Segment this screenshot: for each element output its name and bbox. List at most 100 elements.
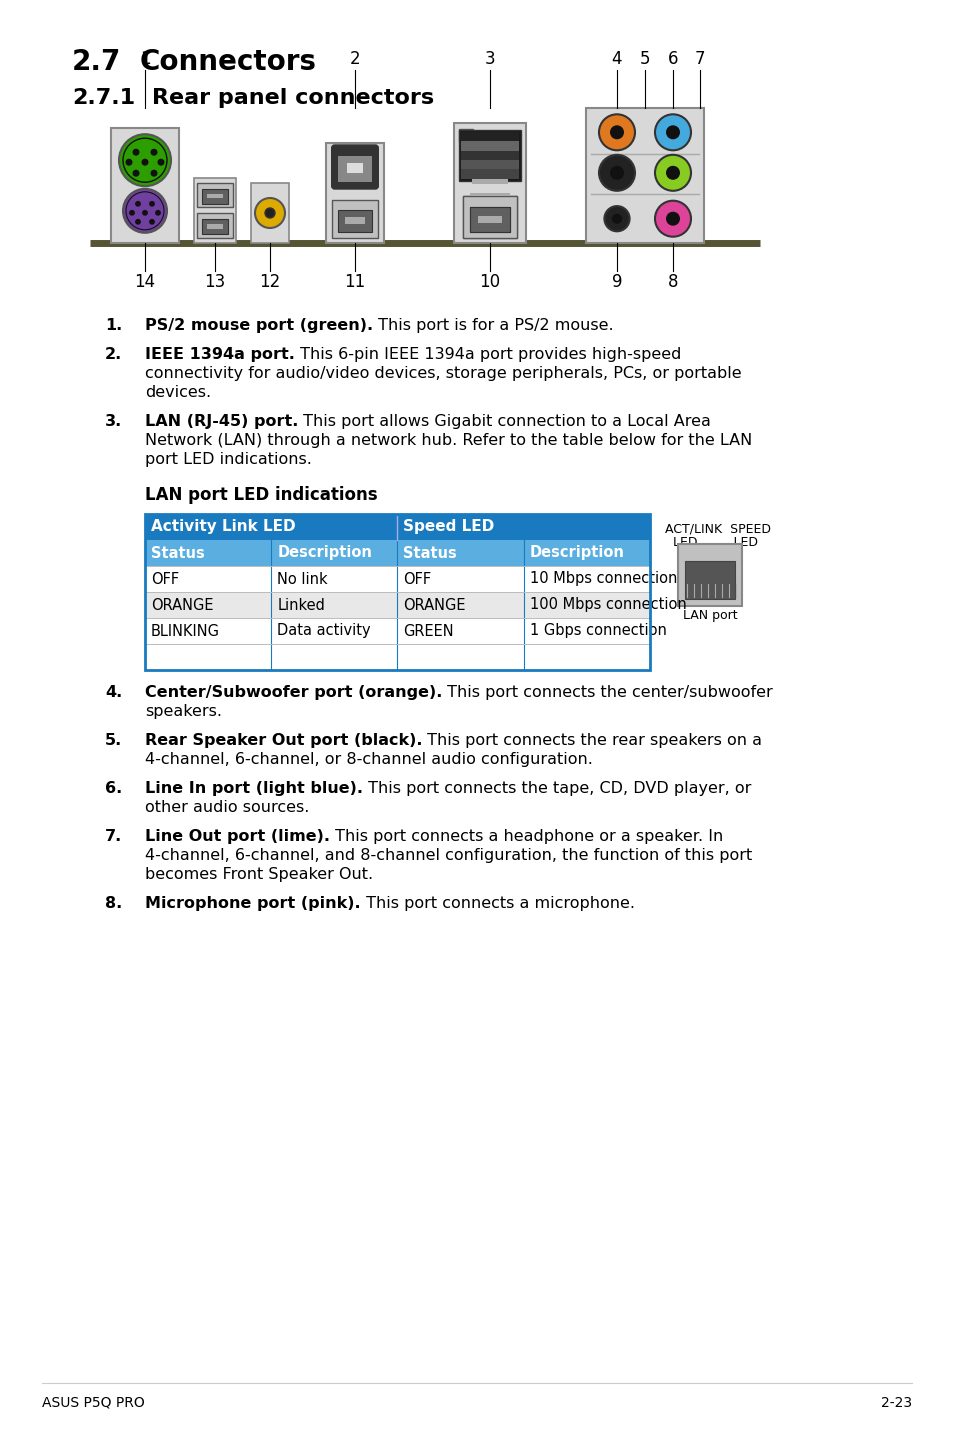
Text: Linked: Linked [277,598,325,613]
Text: 7: 7 [694,50,704,68]
Text: port LED indications.: port LED indications. [145,452,312,467]
Text: Status: Status [403,545,456,561]
Circle shape [604,206,629,232]
Circle shape [655,201,690,237]
Text: 2: 2 [350,50,360,68]
Text: 4.: 4. [105,684,122,700]
FancyBboxPatch shape [477,216,501,223]
Circle shape [666,167,679,180]
Text: OFF: OFF [151,571,179,587]
FancyBboxPatch shape [201,188,228,204]
FancyBboxPatch shape [469,207,510,232]
FancyBboxPatch shape [145,618,649,644]
Text: 6.: 6. [105,781,122,797]
Circle shape [151,170,156,175]
Text: LED         LED: LED LED [672,536,758,549]
Text: LAN port LED indications: LAN port LED indications [145,486,377,503]
Text: GREEN: GREEN [403,624,454,638]
FancyBboxPatch shape [207,194,223,198]
FancyBboxPatch shape [332,145,378,188]
Circle shape [150,220,154,224]
Bar [461,132,518,141]
Text: 1: 1 [139,50,151,68]
Text: This port connects a microphone.: This port connects a microphone. [360,896,634,912]
Circle shape [130,210,134,216]
Circle shape [135,220,140,224]
Text: 5.: 5. [105,733,122,748]
Circle shape [142,160,148,165]
Text: Line In port (light blue).: Line In port (light blue). [145,781,363,797]
FancyBboxPatch shape [347,162,363,173]
Circle shape [610,167,622,180]
Text: 10: 10 [479,273,500,290]
Circle shape [123,188,167,233]
Text: PS/2 mouse port (green).: PS/2 mouse port (green). [145,318,373,334]
FancyBboxPatch shape [585,108,703,243]
FancyBboxPatch shape [469,207,510,232]
Text: 11: 11 [344,273,365,290]
Text: ORANGE: ORANGE [151,598,213,613]
FancyBboxPatch shape [454,124,525,243]
Text: 13: 13 [204,273,226,290]
Text: Connectors: Connectors [140,47,316,76]
Text: Data activity: Data activity [277,624,371,638]
FancyBboxPatch shape [462,196,517,239]
Text: 4-channel, 6-channel, or 8-channel audio configuration.: 4-channel, 6-channel, or 8-channel audio… [145,752,592,766]
Circle shape [655,114,690,151]
FancyBboxPatch shape [459,131,520,181]
Text: Microphone port (pink).: Microphone port (pink). [145,896,360,912]
Circle shape [133,170,138,175]
Text: Rear panel connectors: Rear panel connectors [152,88,434,108]
Circle shape [143,210,147,216]
Text: 4: 4 [611,50,621,68]
Circle shape [265,209,274,219]
FancyBboxPatch shape [462,196,517,239]
Text: This port connects the center/subwoofer: This port connects the center/subwoofer [442,684,772,700]
FancyBboxPatch shape [326,142,384,243]
Text: Description: Description [277,545,372,561]
Text: other audio sources.: other audio sources. [145,800,309,815]
FancyBboxPatch shape [332,200,377,239]
Text: 14: 14 [134,273,155,290]
Text: 5: 5 [639,50,650,68]
Text: 1 Gbps connection: 1 Gbps connection [529,624,666,638]
FancyBboxPatch shape [678,544,741,605]
Circle shape [612,214,620,223]
FancyBboxPatch shape [251,183,289,243]
Bar [461,141,518,151]
Text: 3.: 3. [105,414,122,429]
Text: This port connects the tape, CD, DVD player, or: This port connects the tape, CD, DVD pla… [363,781,751,797]
Text: connectivity for audio/video devices, storage peripherals, PCs, or portable: connectivity for audio/video devices, st… [145,367,740,381]
Text: This port connects a headphone or a speaker. In: This port connects a headphone or a spea… [330,828,722,844]
Bar [472,180,507,184]
Text: This port is for a PS/2 mouse.: This port is for a PS/2 mouse. [373,318,613,334]
Text: 4-channel, 6-channel, and 8-channel configuration, the function of this port: 4-channel, 6-channel, and 8-channel conf… [145,848,752,863]
FancyBboxPatch shape [337,210,372,233]
Text: Description: Description [529,545,624,561]
Circle shape [610,127,622,138]
Text: 8: 8 [667,273,678,290]
Circle shape [598,155,635,191]
FancyBboxPatch shape [145,513,649,541]
Bar [477,131,490,141]
Text: 8.: 8. [105,896,122,912]
Text: 9: 9 [611,273,621,290]
Text: devices.: devices. [145,385,211,400]
Circle shape [150,201,154,206]
Text: Rear Speaker Out port (black).: Rear Speaker Out port (black). [145,733,422,748]
Text: ASUS P5Q PRO: ASUS P5Q PRO [42,1396,145,1411]
Bar [458,129,473,141]
Circle shape [126,160,132,165]
Bar [461,160,518,170]
Text: speakers.: speakers. [145,705,222,719]
FancyBboxPatch shape [477,216,501,223]
FancyBboxPatch shape [145,541,649,567]
Circle shape [151,150,156,155]
Text: Center/Subwoofer port (orange).: Center/Subwoofer port (orange). [145,684,442,700]
Bar [470,193,510,196]
Text: ORANGE: ORANGE [403,598,465,613]
Circle shape [666,213,679,224]
Bar [461,170,518,178]
Text: 12: 12 [259,273,280,290]
Text: 2-23: 2-23 [880,1396,911,1411]
